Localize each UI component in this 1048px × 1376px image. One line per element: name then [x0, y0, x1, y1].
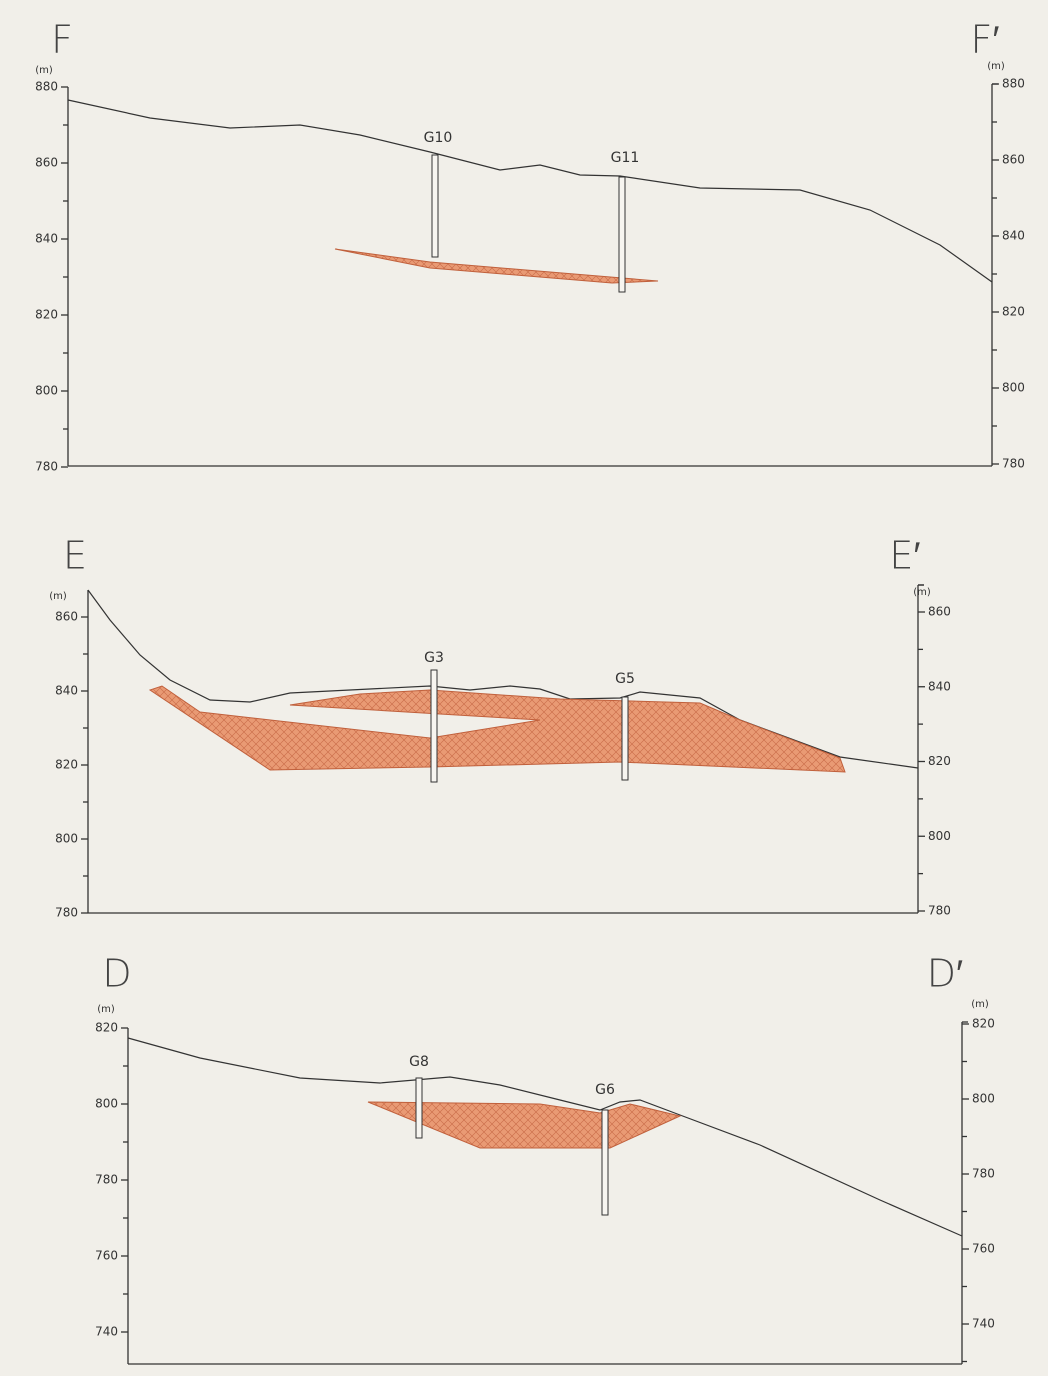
tick-label: 780 [972, 1167, 995, 1181]
tick-label: 840 [55, 684, 78, 698]
tick-label: 820 [1002, 305, 1025, 319]
tick-label: 880 [1002, 77, 1025, 91]
section-label: E [63, 534, 87, 578]
tick-label: 820 [55, 758, 78, 772]
borehole-label: G10 [424, 130, 453, 146]
tick-label: 760 [972, 1242, 995, 1256]
section-label: D [102, 952, 131, 996]
borehole-label: G8 [409, 1054, 429, 1070]
tick-label: 820 [928, 754, 951, 768]
section-label: F [51, 18, 73, 62]
tick-label: 780 [1002, 457, 1025, 471]
unit-label: (m) [971, 999, 989, 1010]
ore-body [368, 1102, 680, 1148]
tick-label: 800 [55, 832, 78, 846]
unit-label: (m) [97, 1004, 115, 1015]
tick-label: 800 [95, 1097, 118, 1111]
tick-label: 840 [1002, 229, 1025, 243]
unit-label: (m) [987, 61, 1005, 72]
tick-label: 880 [35, 80, 58, 94]
borehole [619, 177, 625, 292]
tick-label: 800 [972, 1092, 995, 1106]
tick-label: 800 [35, 384, 58, 398]
borehole [431, 670, 437, 782]
tick-label: 800 [1002, 381, 1025, 395]
tick-label: 820 [35, 308, 58, 322]
tick-label: 780 [35, 460, 58, 474]
section-label: F′ [971, 18, 1000, 62]
borehole [622, 697, 628, 780]
tick-label: 860 [35, 156, 58, 170]
tick-label: 820 [95, 1021, 118, 1035]
ore-body [335, 249, 658, 283]
section-label: E′ [889, 534, 920, 578]
cross-sections: FF′(m)(m)8808608408208007808808608408208… [0, 0, 1048, 1376]
borehole-label: G5 [615, 671, 635, 687]
tick-label: 860 [55, 610, 78, 624]
tick-label: 760 [95, 1249, 118, 1263]
borehole [602, 1110, 608, 1215]
section-label: D′ [927, 952, 963, 996]
tick-label: 840 [35, 232, 58, 246]
ore-body [150, 686, 845, 772]
tick-label: 860 [1002, 153, 1025, 167]
tick-label: 740 [95, 1325, 118, 1339]
tick-label: 800 [928, 829, 951, 843]
unit-label: (m) [35, 65, 53, 76]
unit-label: (m) [49, 591, 67, 602]
tick-label: 780 [928, 904, 951, 918]
borehole-label: G6 [595, 1082, 615, 1098]
tick-label: 780 [95, 1173, 118, 1187]
tick-label: 820 [972, 1017, 995, 1031]
unit-label: (m) [913, 587, 931, 598]
ground-surface [68, 100, 992, 282]
tick-label: 860 [928, 605, 951, 619]
borehole-label: G3 [424, 650, 444, 666]
tick-label: 780 [55, 906, 78, 920]
borehole [432, 155, 438, 257]
borehole-label: G11 [611, 150, 640, 166]
borehole [416, 1078, 422, 1138]
tick-label: 840 [928, 679, 951, 693]
tick-label: 740 [972, 1317, 995, 1331]
